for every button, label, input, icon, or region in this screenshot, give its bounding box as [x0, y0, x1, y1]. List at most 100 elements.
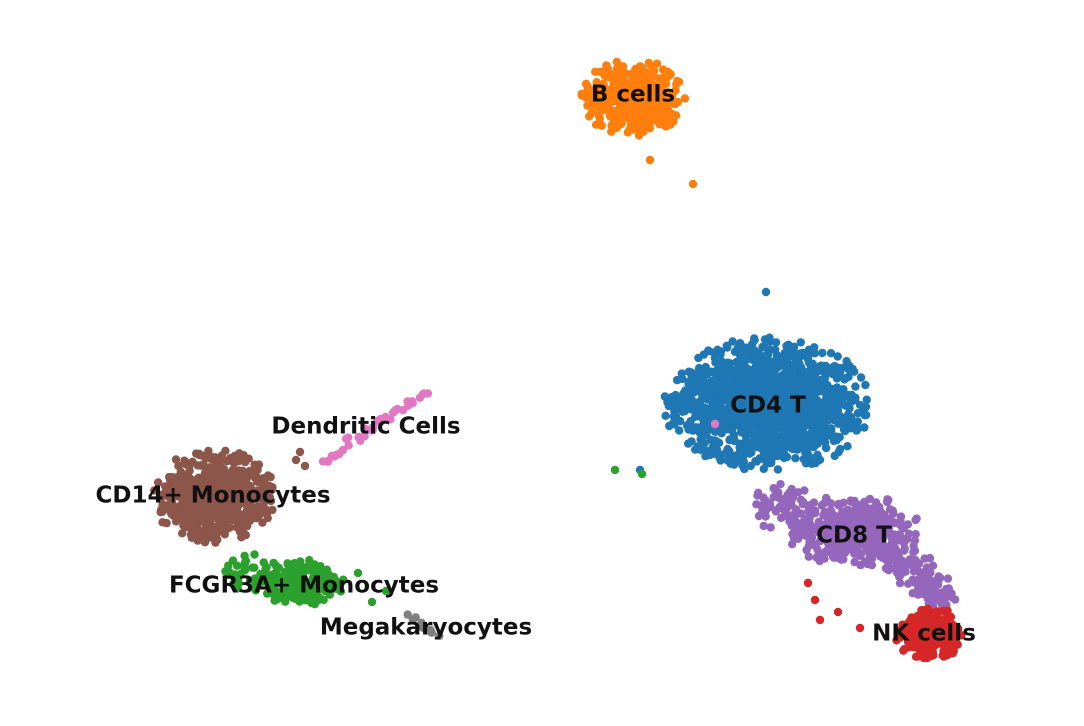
cd8-t-point [759, 521, 768, 531]
cd8-t-point [913, 565, 922, 575]
cd14-monocytes-point [174, 461, 183, 471]
fcgr3a-monocytes-point [367, 597, 377, 607]
cd8-t-point [943, 574, 953, 583]
cd14-monocytes-point [263, 471, 273, 480]
cd8-t-point [817, 501, 826, 510]
cd4-t-point [828, 395, 837, 404]
cd4-t-point [698, 393, 707, 402]
cd4-t-point [799, 429, 808, 438]
cd4-t-point [770, 370, 780, 379]
cd4-t-point [808, 399, 818, 409]
cd4-t-point [684, 377, 693, 386]
cd8-t-point [764, 502, 773, 511]
cd14-monocytes-point [195, 451, 204, 460]
cd8-t-point [867, 560, 877, 570]
cd4-t-point [739, 427, 748, 436]
cd4-t-point [684, 389, 694, 398]
cd4-t-point [844, 417, 853, 426]
cd14-monocytes-point [234, 456, 244, 466]
cd4-t-point [715, 396, 724, 405]
fcgr3a-monocytes-point [610, 465, 620, 475]
cd4-t-point [671, 405, 681, 414]
cd8-t-point [879, 532, 888, 542]
cd4-t-point [782, 341, 791, 351]
cd8-t-point [804, 552, 813, 561]
cd8-t-point [836, 518, 846, 527]
cd8-t-point [884, 550, 894, 559]
cd8-t-point [850, 557, 859, 567]
cd8-t-point [914, 559, 924, 568]
nk-cells-point [833, 607, 843, 617]
b-cells-point [612, 123, 621, 133]
cd4-t-point [833, 352, 842, 361]
b-cells-point [611, 77, 621, 87]
cd8-t-point [938, 595, 947, 604]
nk-cells-point [810, 595, 820, 605]
cd14-monocytes-point [206, 520, 215, 529]
cd4-t-point [749, 421, 758, 430]
cd4-t-point [801, 374, 810, 384]
cd4-t-point [852, 426, 861, 435]
cd4-t-point [732, 357, 741, 367]
cd4-t-point [764, 414, 773, 423]
cd4-t-point [709, 389, 718, 398]
cd8-t-point [950, 595, 960, 604]
cd4-t-point [773, 416, 782, 425]
cd8-t-point [787, 496, 796, 505]
cd8-t-point [823, 545, 833, 554]
cd4-t-point [824, 385, 833, 395]
cd4-t-point [669, 412, 678, 421]
cd4-t-point [732, 457, 741, 466]
b-cells-point [661, 75, 671, 84]
cd4-t-point [687, 368, 696, 377]
b-cells-point [581, 79, 591, 89]
cd4-t-point [727, 426, 736, 435]
cd4-t-point [782, 398, 792, 407]
nk-cells-point [951, 631, 961, 640]
cd4-t-point [739, 372, 748, 382]
b-cells-point [603, 63, 612, 73]
cd4-t-point [761, 455, 771, 464]
cd8-t-point [782, 504, 791, 514]
cd4-t-point [661, 411, 670, 420]
cd4-t-point [747, 389, 756, 398]
cd4-t-point [760, 420, 770, 430]
label-b-cells: B cells [591, 82, 675, 108]
cd14-monocytes-point [254, 511, 264, 520]
cd8-t-point [906, 560, 915, 570]
cd4-t-point [744, 365, 754, 374]
cd8-t-point [777, 513, 786, 523]
cd8-t-point [904, 579, 913, 588]
cd4-t-point [830, 361, 839, 371]
nk-cells-point [902, 631, 911, 640]
cd4-t-point [724, 360, 733, 369]
fcgr3a-monocytes-point [269, 558, 278, 568]
cd4-t-point [796, 383, 805, 393]
cd4-t-point [735, 448, 744, 457]
b-cells-point [618, 71, 628, 81]
cd8-t-point [922, 573, 931, 582]
cd8-t-point [826, 499, 836, 508]
b-cells-point [665, 97, 674, 107]
b-cells-point [663, 88, 672, 97]
nk-cells-point [895, 626, 904, 635]
nk-cells-point [913, 628, 922, 638]
cd4-t-point [796, 338, 805, 347]
cd4-t-point [772, 404, 782, 413]
cd4-t-point [860, 423, 869, 432]
cd8-t-point [911, 515, 920, 525]
cd4-t-point [693, 368, 702, 378]
b-cells-point [637, 101, 646, 110]
cd8-t-point [908, 589, 917, 598]
cd8-t-point [837, 540, 846, 550]
cd4-t-point [728, 337, 737, 346]
cd8-t-point [804, 541, 813, 551]
cd14-monocytes-point [216, 514, 225, 524]
cd4-t-point [814, 435, 824, 444]
cd8-t-point [793, 520, 803, 529]
cd14-monocytes-point [194, 531, 203, 541]
cd8-t-point [858, 499, 868, 508]
scatter-points [150, 57, 966, 663]
b-cells-point [629, 90, 639, 99]
cd8-t-point [856, 523, 866, 532]
